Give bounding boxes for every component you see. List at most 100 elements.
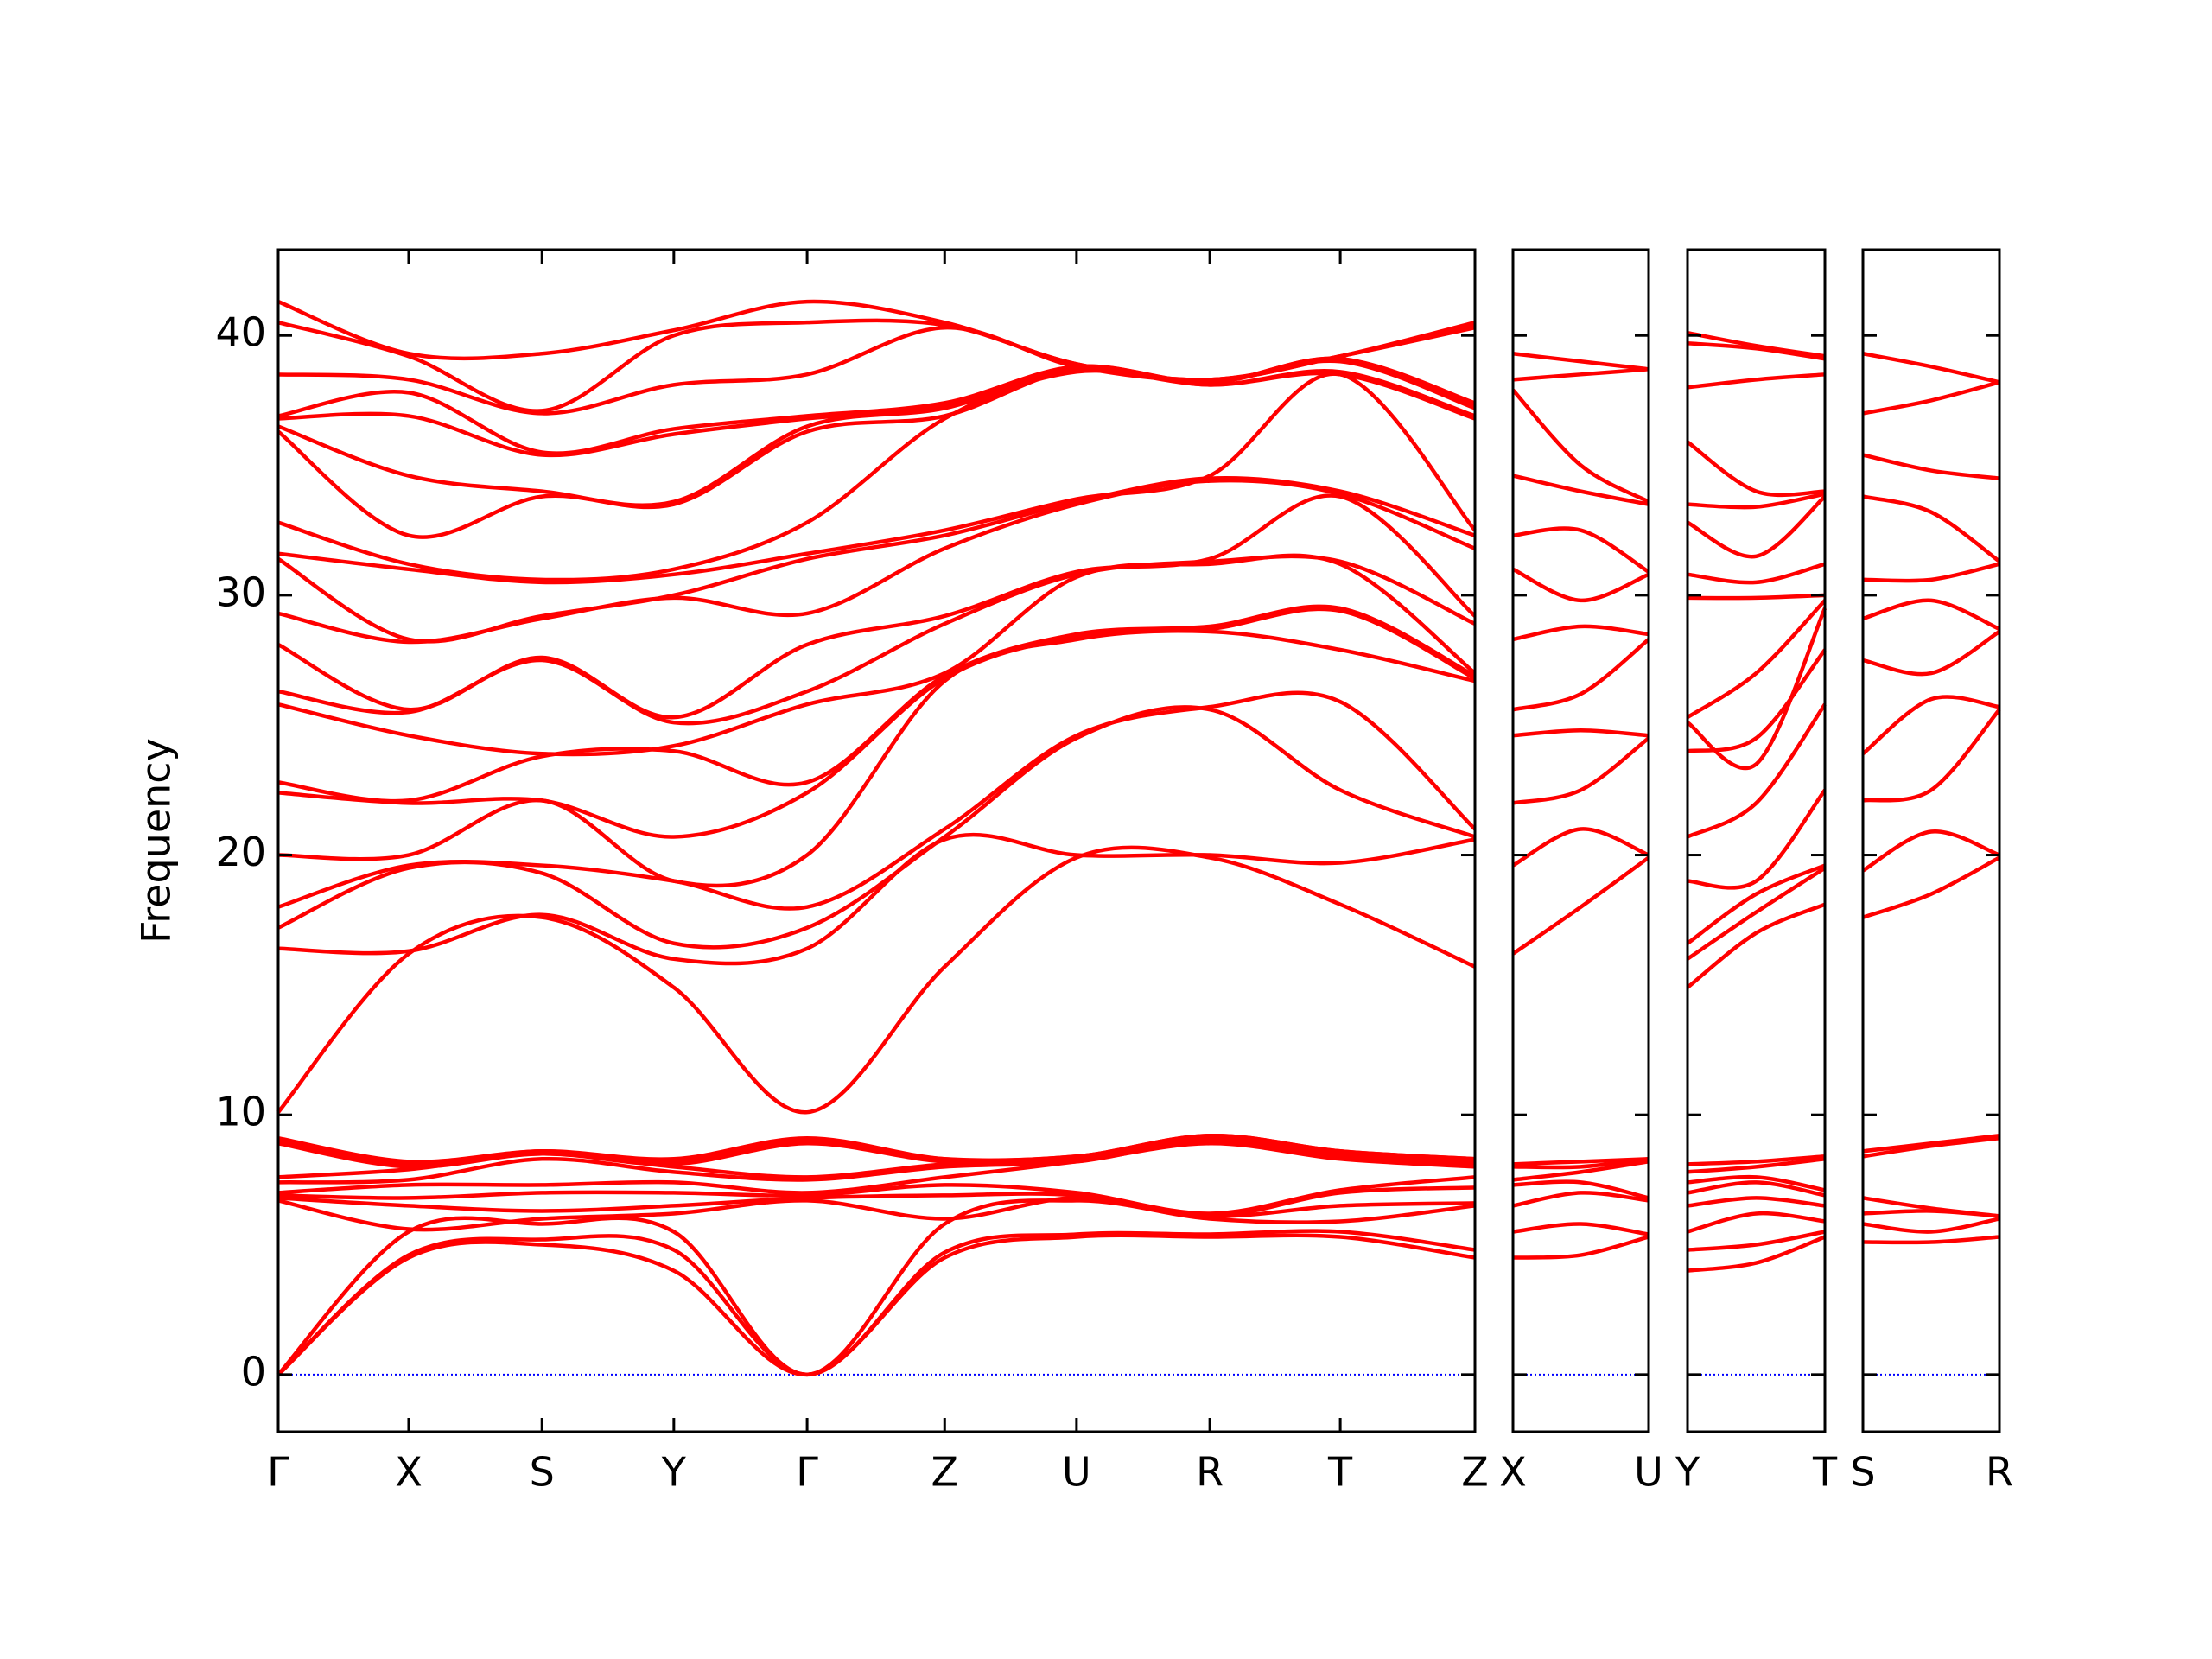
- band: [1512, 624, 1649, 642]
- plot-frame: [1686, 248, 1827, 1433]
- y-tick-label: 0: [241, 1348, 266, 1395]
- band: [277, 1139, 1476, 1185]
- band: [277, 628, 1476, 888]
- band: [1511, 827, 1649, 868]
- y-tick-label: 10: [215, 1089, 266, 1135]
- band: [1686, 902, 1826, 989]
- band: [1687, 372, 1826, 390]
- band: [1686, 863, 1826, 945]
- band: [1686, 607, 1827, 771]
- band: [1512, 1157, 1649, 1166]
- band: [277, 325, 1476, 416]
- x-tick-label: S: [1850, 1449, 1875, 1496]
- band: [276, 1233, 1476, 1377]
- band: [1512, 1179, 1649, 1200]
- band: [277, 1196, 1476, 1232]
- band: [277, 372, 1477, 585]
- plot-frame: [1861, 248, 2001, 1433]
- x-tick-label: Γ: [267, 1449, 289, 1496]
- x-tick-label: U: [1062, 1449, 1091, 1496]
- y-axis-label: Frequency: [133, 738, 180, 944]
- band: [1861, 830, 2000, 873]
- band: [276, 845, 1476, 1115]
- band: [276, 366, 1476, 539]
- x-tick-label: S: [530, 1449, 555, 1496]
- band: [1862, 1136, 2000, 1159]
- plot-frame: [276, 248, 1477, 1433]
- band: [1687, 331, 1826, 359]
- band: [277, 832, 1476, 966]
- band: [1687, 562, 1826, 585]
- x-tick-label: X: [395, 1449, 423, 1496]
- x-tick-label: T: [1327, 1449, 1353, 1496]
- band: [1512, 526, 1650, 574]
- band: [1862, 494, 2001, 563]
- x-tick-label: T: [1812, 1449, 1838, 1496]
- x-tick-label: Y: [1675, 1449, 1700, 1496]
- band: [277, 1141, 1476, 1195]
- band: [1862, 598, 2000, 632]
- band: [1862, 855, 2001, 919]
- x-tick-label: X: [1499, 1449, 1527, 1496]
- band: [1512, 1222, 1649, 1236]
- band: [1687, 1196, 1826, 1208]
- band: [277, 1133, 1476, 1164]
- band: [1512, 474, 1649, 506]
- y-tick-label: 40: [215, 309, 266, 356]
- band: [277, 1175, 1476, 1216]
- band: [1687, 1180, 1826, 1198]
- band: [1512, 367, 1649, 382]
- band: [276, 493, 1477, 720]
- y-tick-label: 20: [215, 829, 266, 875]
- band: [1687, 492, 1826, 510]
- band: [277, 690, 1477, 911]
- band: [1687, 789, 1827, 890]
- band: [1511, 855, 1650, 956]
- band: [1862, 352, 2000, 385]
- band: [1862, 1217, 2000, 1234]
- band: [1511, 567, 1649, 603]
- band: [1862, 708, 2001, 803]
- band: [1686, 599, 1827, 720]
- band: [1687, 1235, 1826, 1273]
- x-tick-label: Z: [1461, 1449, 1489, 1496]
- x-tick-label: Z: [931, 1449, 959, 1496]
- x-tick-label: R: [1196, 1449, 1224, 1496]
- band: [1512, 352, 1649, 372]
- x-tick-label: R: [1986, 1449, 2013, 1496]
- band: [277, 1136, 1476, 1169]
- band: [1862, 1134, 2000, 1154]
- band: [1512, 728, 1649, 738]
- x-tick-label: Γ: [796, 1449, 818, 1496]
- band: [1862, 453, 2000, 480]
- band: [276, 475, 1476, 644]
- band: [1862, 380, 2000, 416]
- band: [1687, 1157, 1826, 1174]
- band: [1686, 440, 1826, 498]
- band: [1512, 1235, 1649, 1260]
- band: [1687, 593, 1826, 601]
- x-tick-label: U: [1634, 1449, 1663, 1496]
- band: [1862, 562, 2000, 583]
- y-tick-label: 30: [215, 569, 266, 615]
- plot-frame: [1511, 248, 1650, 1433]
- band: [276, 1229, 1476, 1377]
- band: [277, 604, 1477, 804]
- band: [1687, 340, 1826, 361]
- band: [1512, 1191, 1649, 1208]
- band: [1861, 695, 2000, 756]
- x-tick-label: Y: [661, 1449, 687, 1496]
- band: [1511, 388, 1650, 504]
- band: [276, 1198, 1476, 1377]
- band: [1862, 630, 2001, 677]
- band: [1687, 702, 1827, 839]
- band: [1862, 1235, 2000, 1245]
- band: [277, 1185, 1476, 1218]
- band: [1687, 648, 1827, 753]
- band: [1686, 866, 1827, 961]
- band: [1512, 638, 1650, 712]
- band: [1687, 1211, 1826, 1234]
- band: [1687, 1174, 1826, 1192]
- band: [277, 299, 1476, 382]
